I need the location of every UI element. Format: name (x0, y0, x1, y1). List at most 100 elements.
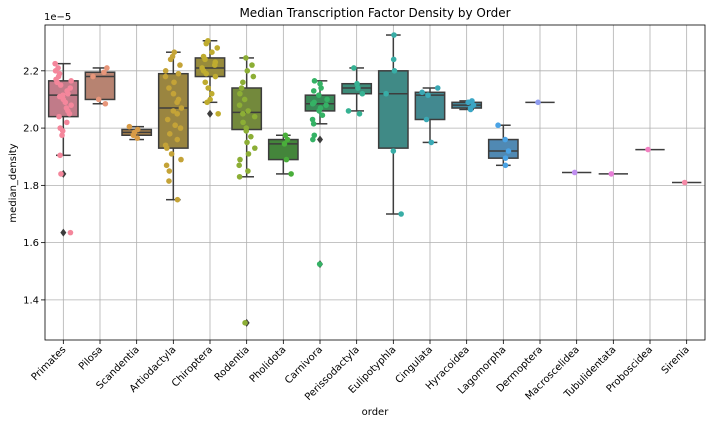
x-tick-label: Pilosa (77, 344, 105, 372)
data-point (467, 106, 474, 113)
data-point (101, 69, 107, 76)
data-point (251, 113, 258, 120)
data-point (59, 128, 66, 134)
outlier-marker (207, 109, 213, 118)
data-point (203, 70, 210, 77)
order-group-lagomorpha (487, 122, 519, 169)
data-point (242, 320, 248, 326)
data-point (174, 99, 180, 106)
data-point (428, 139, 435, 146)
order-group-carnivora (304, 78, 336, 269)
data-point (163, 162, 170, 169)
data-point (166, 178, 172, 184)
data-point (52, 60, 58, 67)
y-tick-label: 2.0 (23, 124, 39, 135)
data-point (316, 108, 322, 114)
data-point (681, 179, 688, 186)
data-point (177, 62, 183, 68)
data-point (505, 148, 512, 154)
data-point (309, 116, 316, 123)
data-point (166, 131, 173, 137)
data-point (535, 99, 541, 106)
y-tick-label: 1.4 (23, 295, 39, 306)
data-point (202, 79, 209, 86)
data-point (243, 55, 249, 61)
data-point (134, 135, 141, 141)
data-point (245, 108, 251, 114)
data-point (324, 96, 330, 103)
data-point (310, 120, 317, 127)
data-point (214, 45, 221, 51)
y-tick-label: 1.6 (23, 238, 39, 249)
order-group-chiroptera (194, 37, 226, 118)
data-point (66, 110, 73, 117)
data-point (236, 173, 243, 180)
data-point (202, 56, 208, 63)
data-point (318, 85, 324, 91)
data-point (283, 156, 290, 163)
data-point (174, 196, 181, 203)
order-group-perissodactyla (341, 65, 373, 117)
data-point (645, 146, 651, 153)
data-point (244, 139, 250, 146)
box (377, 70, 409, 149)
data-point (164, 116, 171, 123)
data-point (571, 169, 578, 176)
data-point (391, 68, 398, 74)
order-group-macroscelidea (562, 169, 592, 176)
data-point (608, 171, 615, 177)
data-point (240, 119, 246, 126)
data-point (383, 90, 389, 97)
data-point (317, 80, 323, 87)
y-tick-label: 1.8 (23, 181, 39, 192)
grid (45, 25, 705, 340)
data-point (170, 108, 177, 114)
data-point (245, 151, 252, 157)
data-point (209, 49, 215, 56)
data-point (309, 100, 316, 107)
data-point (65, 90, 71, 97)
order-group-dermoptera (525, 99, 555, 106)
data-point (502, 155, 509, 161)
data-point (495, 122, 501, 129)
data-point (172, 122, 178, 129)
data-point (166, 85, 172, 91)
order-group-tubulidentata (598, 171, 628, 177)
data-point (356, 110, 363, 117)
data-point (245, 168, 251, 174)
data-point (177, 125, 184, 131)
data-point (310, 136, 316, 143)
box (487, 138, 519, 159)
data-point (240, 79, 246, 86)
data-point (249, 62, 255, 68)
order-group-pilosa (84, 65, 116, 107)
data-point (310, 88, 317, 94)
data-point (68, 102, 74, 108)
data-point (284, 136, 291, 143)
data-point (162, 68, 169, 74)
data-point (67, 229, 74, 236)
x-tick-label: Rodentia (213, 344, 252, 383)
order-group-proboscidea (635, 146, 665, 153)
order-group-sirenia (672, 179, 702, 186)
data-point (316, 92, 322, 98)
data-point (204, 99, 210, 106)
data-point (174, 110, 181, 117)
order-group-rodentia (231, 55, 263, 327)
data-point (311, 132, 318, 139)
data-point (288, 171, 294, 177)
data-point (319, 112, 326, 119)
data-point (390, 148, 397, 154)
data-point (52, 68, 59, 74)
x-axis-title: order (362, 407, 390, 418)
data-point (178, 156, 184, 163)
data-point (282, 132, 289, 139)
data-point (57, 152, 63, 159)
data-point (178, 105, 185, 111)
data-point (241, 96, 248, 103)
outlier-marker (317, 135, 323, 144)
data-point (237, 90, 243, 97)
